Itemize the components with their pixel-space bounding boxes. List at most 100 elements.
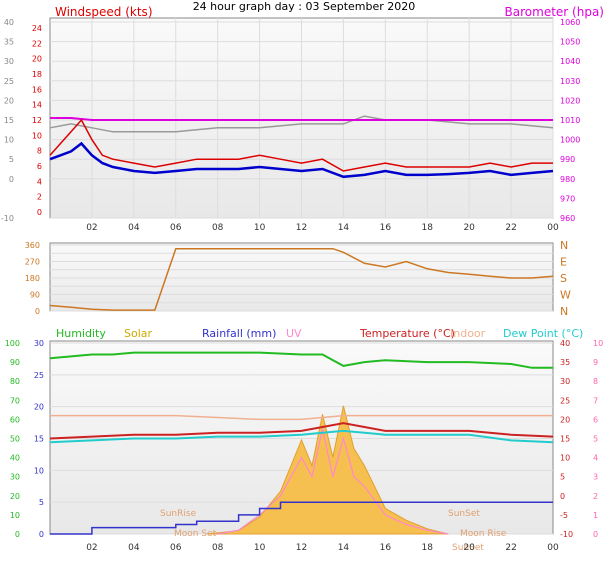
wind-ytick-inner-0: 0 xyxy=(37,208,42,217)
climate-xtick-02: 02 xyxy=(86,543,97,553)
climate-x-axis: 02 04 06 08 10 12 14 16 18 20 22 00 xyxy=(86,543,559,553)
wind-xtick-00: 00 xyxy=(547,223,559,233)
compass-label-4: N xyxy=(560,239,568,252)
temp-ytick-15: 15 xyxy=(560,435,570,444)
wind-title: Windspeed (kts) xyxy=(55,5,153,19)
wind-ytick-inner-16: 16 xyxy=(32,85,42,94)
dewpoint-line xyxy=(49,429,554,444)
baro-ytick-1040: 1040 xyxy=(560,57,580,66)
wind-ytick-left-15: 15 xyxy=(4,116,14,125)
temp-ytick-0: 0 xyxy=(560,492,565,501)
annotation-0: SunRise xyxy=(160,509,197,519)
baro-ytick-980: 980 xyxy=(560,175,575,184)
uv-ytick-2: 2 xyxy=(593,492,598,501)
wind-x-axis: 02 04 06 08 10 12 14 16 18 20 22 00 xyxy=(86,223,559,233)
wind-ytick-inner-20: 20 xyxy=(32,55,42,64)
climate-xtick-10: 10 xyxy=(254,543,266,553)
humidity-ytick-80: 80 xyxy=(10,377,20,386)
wind-xtick-02: 02 xyxy=(86,223,97,233)
rain-ytick-25: 25 xyxy=(34,371,44,380)
wind-ytick-left-40: 40 xyxy=(4,18,14,27)
wind-ytick-left-20: 20 xyxy=(4,96,14,105)
baro-ytick-990: 990 xyxy=(560,155,575,164)
climate-y-axes: 0102030405060708090100051015202530-10-50… xyxy=(5,339,603,539)
climate-legend: Humidity Solar Rainfall (mm) UV Temperature … xyxy=(56,327,583,340)
legend-item-1: Solar xyxy=(124,327,153,340)
rain-ytick-15: 15 xyxy=(34,435,44,444)
climate-annotations: SunRise SunSet Moon Set Moon Rise SunSet xyxy=(160,509,507,553)
baro-ytick-1010: 1010 xyxy=(560,116,580,125)
barometer-title: Barometer (hpa) xyxy=(505,5,604,19)
humidity-ytick-70: 70 xyxy=(10,396,20,405)
baro-ytick-1000: 1000 xyxy=(560,136,580,145)
wind-ytick-left--10: -10 xyxy=(1,214,14,223)
baro-ytick-1030: 1030 xyxy=(560,77,580,86)
wind-ytick-inner-18: 18 xyxy=(32,70,42,79)
temp-ytick-30: 30 xyxy=(560,377,570,386)
gust-grey-line xyxy=(49,115,554,133)
direction-grid xyxy=(50,244,553,312)
humidity-ytick-10: 10 xyxy=(10,511,20,520)
wind-xtick-10: 10 xyxy=(254,223,266,233)
wind-ytick-left-25: 25 xyxy=(4,77,14,86)
direction-y-axis-left: 0 90 180 270 360 xyxy=(25,241,40,316)
wind-xtick-18: 18 xyxy=(422,223,434,233)
wind-average-line xyxy=(49,141,554,179)
direction-ytick-0: 0 xyxy=(35,307,40,316)
wind-xtick-12: 12 xyxy=(296,223,307,233)
humidity-line xyxy=(49,351,553,369)
temperature-line xyxy=(49,422,554,440)
climate-xtick-20: 20 xyxy=(463,543,475,553)
temp-ytick-25: 25 xyxy=(560,396,570,405)
wind-xtick-16: 16 xyxy=(380,223,392,233)
legend-item-4: Temperature (°C) xyxy=(359,327,455,340)
wind-ytick-inner-24: 24 xyxy=(32,24,42,33)
annotation-2: Moon Set xyxy=(174,529,217,539)
climate-xtick-22: 22 xyxy=(505,543,516,553)
climate-xtick-14: 14 xyxy=(338,543,350,553)
climate-series xyxy=(49,351,554,535)
baro-ytick-1020: 1020 xyxy=(560,96,580,105)
wind-ytick-left-0: 0 xyxy=(9,175,14,184)
baro-ytick-1060: 1060 xyxy=(560,18,580,27)
direction-ytick-270: 270 xyxy=(25,258,40,267)
rainfall-line xyxy=(50,501,553,535)
uv-ytick-1: 1 xyxy=(593,511,598,520)
humidity-ytick-20: 20 xyxy=(10,492,20,501)
climate-xtick-04: 04 xyxy=(128,543,140,553)
climate-xtick-00: 00 xyxy=(547,543,559,553)
temp-ytick-35: 35 xyxy=(560,358,570,367)
legend-item-0: Humidity xyxy=(56,327,106,340)
wind-xtick-22: 22 xyxy=(505,223,516,233)
compass-label-2: S xyxy=(560,272,567,285)
baro-ytick-970: 970 xyxy=(560,194,575,203)
wind-ytick-left-10: 10 xyxy=(4,136,14,145)
direction-plot-area xyxy=(49,242,554,312)
direction-ytick-180: 180 xyxy=(25,274,40,283)
uv-ytick-9: 9 xyxy=(593,358,598,367)
wind-xtick-14: 14 xyxy=(338,223,350,233)
wind-ytick-left-5: 5 xyxy=(9,155,14,164)
humidity-ytick-100: 100 xyxy=(5,339,20,348)
temp-ytick-5: 5 xyxy=(560,473,565,482)
page-title: 24 hour graph day : 03 September 2020 xyxy=(192,0,416,13)
annotation-4: SunSet xyxy=(452,543,484,553)
wind-ytick-inner-8: 8 xyxy=(37,147,42,156)
legend-item-2: Rainfall (mm) xyxy=(202,327,276,340)
climate-xtick-16: 16 xyxy=(380,543,392,553)
wind-y-axis-left: -10 0 5 10 15 20 25 30 35 40 xyxy=(1,18,14,223)
indoor-line xyxy=(50,414,553,421)
rain-ytick-10: 10 xyxy=(34,466,44,475)
wind-panel: Windspeed (kts) Barometer (hpa) -1005101… xyxy=(1,5,604,233)
climate-xtick-18: 18 xyxy=(422,543,434,553)
legend-item-5: Indoor xyxy=(450,327,486,340)
temp-ytick--10: -10 xyxy=(560,530,573,539)
legend-item-6: Dew Point (°C) xyxy=(503,327,583,340)
baro-ytick-1050: 1050 xyxy=(560,38,580,47)
uv-ytick-6: 6 xyxy=(593,415,598,424)
temp-ytick-40: 40 xyxy=(560,339,570,348)
direction-ytick-90: 90 xyxy=(30,291,40,300)
